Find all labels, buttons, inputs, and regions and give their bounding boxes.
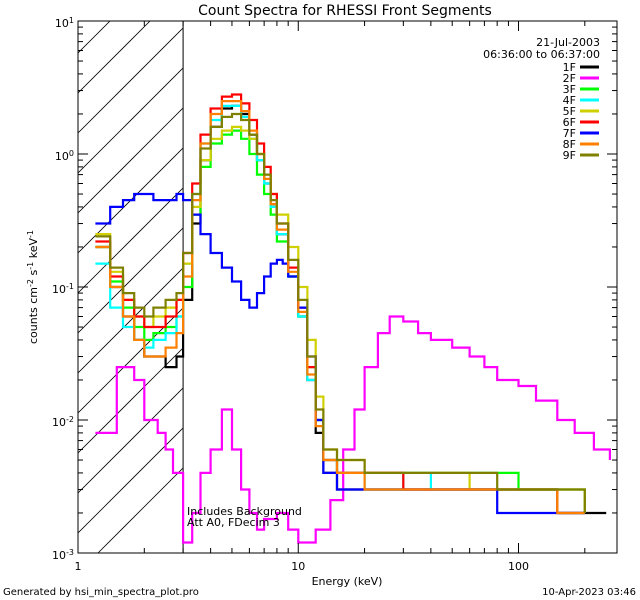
hatch-line [78, 267, 184, 374]
series-line-9F [95, 112, 586, 513]
y-tick-exponent: -3 [66, 548, 74, 557]
date-label: 21-Jul-2003 [536, 36, 600, 49]
series-line-5F [95, 125, 586, 513]
hatch-line [78, 21, 151, 94]
generated-by-label: Generated by hsi_min_spectra_plot.pro [3, 587, 199, 598]
hatch-line [78, 427, 184, 534]
y-tick-label: 10-3 [52, 548, 74, 563]
legend-label-7F: 7F [563, 127, 576, 140]
annotation-background: Includes Background [187, 505, 302, 518]
y-tick-base: 10 [52, 416, 66, 429]
hatch-line [78, 227, 184, 334]
legend-label-2F: 2F [563, 72, 576, 85]
y-tick-exponent: 1 [69, 16, 74, 25]
y-tick-base: 10 [52, 549, 66, 562]
y-tick-label: 101 [55, 16, 74, 31]
hatch-line [78, 307, 184, 414]
timestamp-label: 10-Apr-2023 03:46 [542, 587, 636, 598]
legend-label-6F: 6F [563, 116, 576, 129]
time-range-label: 06:36:00 to 06:37:00 [483, 48, 600, 61]
y-tick-exponent: 0 [69, 149, 74, 158]
hatch-line [78, 107, 184, 214]
hatch-line [97, 467, 184, 553]
x-axis-label: Energy (keV) [312, 575, 383, 588]
y-tick-label: 100 [55, 149, 74, 164]
hatch-line [78, 27, 184, 134]
x-tick-labels: 1 10 100 [75, 560, 530, 573]
hatch-line [78, 21, 111, 54]
x-tick-label: 1 [75, 560, 82, 573]
legend-label-4F: 4F [563, 94, 576, 107]
y-tick-exponent: -2 [66, 415, 74, 424]
y-tick-base: 10 [52, 283, 66, 296]
legend-label-3F: 3F [563, 83, 576, 96]
y-tick-label: 10-1 [52, 282, 74, 297]
annotation-attenuator: Att A0, FDecim 3 [187, 516, 280, 529]
y-tick-base: 10 [55, 150, 69, 163]
chart-title: Count Spectra for RHESSI Front Segments [198, 3, 492, 19]
series-lines [95, 93, 611, 544]
legend-label-8F: 8F [563, 138, 576, 151]
series-line-4F [95, 104, 585, 515]
series-line-7F [95, 192, 585, 515]
y-label-part: s [27, 269, 40, 278]
hatched-region [78, 0, 184, 553]
hatch-line [78, 187, 184, 294]
legend-label-9F: 9F [563, 149, 576, 162]
y-tick-exponent: -1 [66, 282, 74, 291]
x-tick-label: 100 [508, 560, 529, 573]
axis-ticks [77, 20, 617, 554]
legend-label-5F: 5F [563, 105, 576, 118]
y-axis-label: counts cm-2 s-1 keV-1 [26, 230, 41, 344]
y-tick-label: 10-2 [52, 415, 74, 430]
series-line-8F [95, 100, 585, 515]
hatch-line [78, 0, 183, 13]
y-label-part: keV [27, 238, 40, 262]
legend-label-1F: 1F [563, 61, 576, 74]
x-tick-label: 10 [291, 560, 305, 573]
y-label-exp: -1 [26, 230, 35, 238]
y-label-part: counts cm [27, 287, 40, 344]
y-label-exp: -2 [26, 279, 35, 287]
series-line-2F [95, 315, 611, 544]
y-tick-base: 10 [55, 17, 69, 30]
hatch-line [78, 67, 184, 174]
hatch-line [78, 387, 184, 494]
y-label-exp: -1 [26, 262, 35, 270]
hatch-line [78, 347, 184, 454]
